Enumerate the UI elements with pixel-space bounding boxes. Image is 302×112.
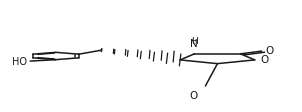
Text: O: O [260,55,268,65]
Text: HO: HO [12,57,27,67]
Text: N: N [191,39,198,49]
Text: H: H [191,37,198,46]
Text: O: O [265,46,274,56]
Text: O: O [189,90,198,100]
